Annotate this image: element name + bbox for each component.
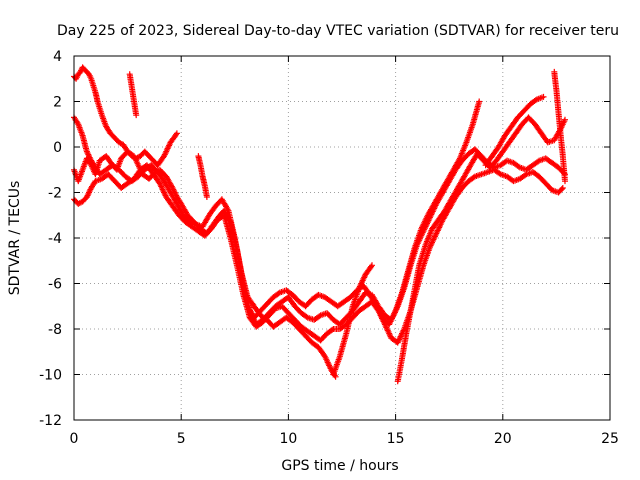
series-8-markers <box>551 68 568 185</box>
x-tick-label: 10 <box>279 431 297 447</box>
y-tick-label: 0 <box>53 140 62 156</box>
x-axis-label: GPS time / hours <box>281 458 398 474</box>
y-tick-label: -12 <box>39 413 62 429</box>
chart-title: Day 225 of 2023, Sidereal Day-to-day VTE… <box>57 23 619 39</box>
data-points <box>71 64 568 385</box>
series-7-markers <box>482 93 547 169</box>
series-10-markers <box>195 153 210 200</box>
y-axis-ticks: -12 -10 -8 -6 -4 -2 0 2 4 <box>39 49 610 429</box>
y-tick-label: -6 <box>48 277 62 293</box>
series-7 <box>482 93 547 169</box>
x-axis-ticks: 0 5 10 15 20 25 <box>70 56 619 447</box>
series-5-markers <box>330 262 375 378</box>
x-tick-label: 5 <box>177 431 186 447</box>
series-6-markers <box>394 114 568 385</box>
x-tick-label: 0 <box>70 431 79 447</box>
y-tick-label: -10 <box>39 368 62 384</box>
series-10 <box>195 153 210 200</box>
series-8 <box>551 68 568 185</box>
series-5 <box>330 262 375 378</box>
y-tick-label: -2 <box>48 186 62 202</box>
y-tick-label: 2 <box>53 95 62 111</box>
series-6 <box>394 114 568 385</box>
series-9 <box>126 71 140 119</box>
x-tick-label: 25 <box>601 431 619 447</box>
x-tick-label: 20 <box>494 431 512 447</box>
y-tick-label: 4 <box>53 49 62 65</box>
y-tick-label: -4 <box>48 231 62 247</box>
x-tick-label: 15 <box>387 431 405 447</box>
y-axis-label: SDTVAR / TECUs <box>7 181 23 296</box>
series-9-markers <box>126 71 140 119</box>
y-tick-label: -8 <box>48 322 62 338</box>
